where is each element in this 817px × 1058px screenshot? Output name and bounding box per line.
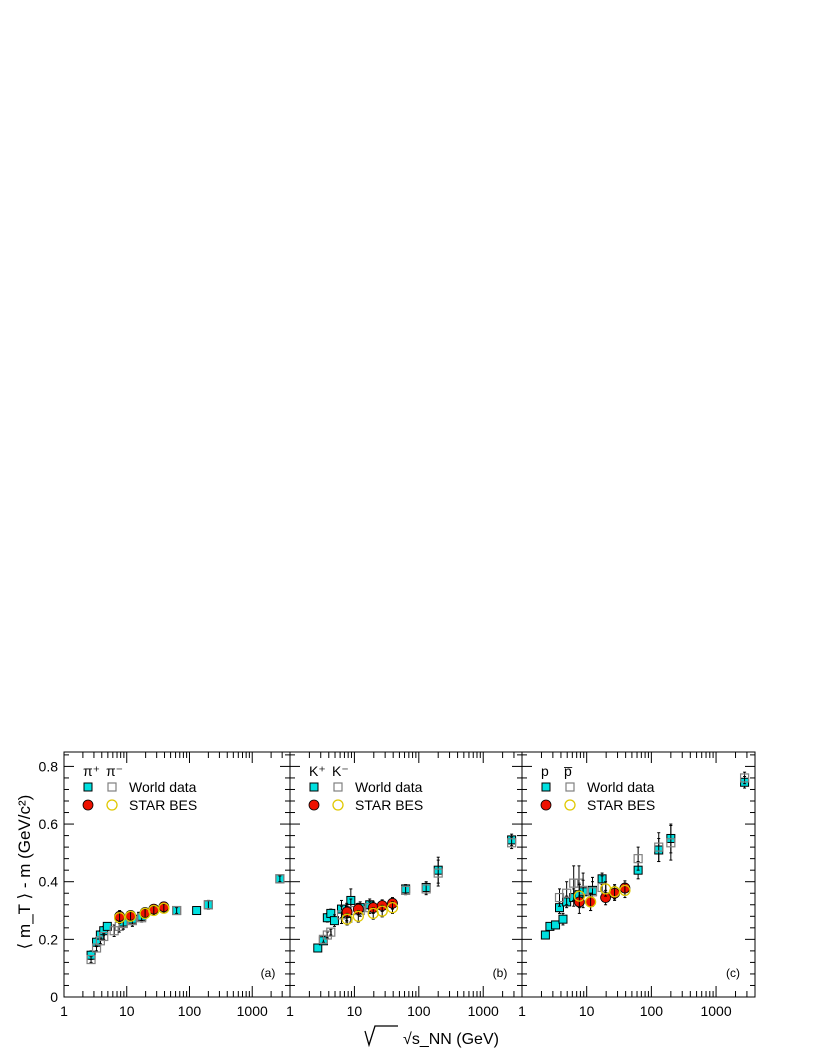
legend-marker-world-neg [565, 782, 575, 792]
legend-marker-star-pos [308, 799, 320, 811]
data-point [326, 927, 336, 937]
x-tick-label: 1 [60, 1003, 68, 1019]
legend-marker-star-pos [82, 799, 94, 811]
data-point [172, 905, 182, 916]
legend-label-star: STAR BES [355, 797, 423, 813]
data-point [666, 838, 676, 848]
legend-marker-world-pos [541, 782, 551, 792]
data-series [540, 771, 750, 940]
data-point [739, 773, 750, 783]
legend-label-world: World data [355, 779, 423, 795]
series-world-pos [313, 833, 517, 953]
x-tick-label: 1000 [700, 1003, 731, 1019]
data-point [113, 912, 126, 924]
data-point [376, 905, 388, 917]
data-series [86, 874, 285, 965]
legend-species-neg: K⁻ [332, 763, 349, 779]
y-tick-label: 0 [50, 989, 58, 1005]
legend-marker-world-pos [309, 782, 319, 792]
legend-marker-star-neg [332, 799, 344, 811]
panels: 1 10 100 1000 0 0.2 0.4 0.6 0.8 π⁺ π⁻ World data STA… [39, 751, 756, 1019]
x-tick-label: 10 [579, 1003, 595, 1019]
x-tick-label: 1 [286, 1003, 294, 1019]
x-tick-label: 1000 [468, 1003, 499, 1019]
data-point [352, 910, 364, 922]
data-point [329, 916, 339, 926]
series-star-neg [113, 902, 170, 924]
legend-species-pos: K⁺ [309, 763, 326, 779]
legend: p p̅ World data STAR BES [540, 763, 655, 813]
data-point [341, 913, 353, 925]
data-point [562, 888, 572, 898]
panel-label: (b) [493, 966, 508, 980]
data-point [569, 878, 579, 888]
legend-label-star: STAR BES [587, 797, 655, 813]
data-point [192, 906, 202, 916]
data-point [558, 914, 568, 924]
y-tick-label: 0.4 [39, 874, 59, 890]
data-point [124, 910, 137, 922]
chart-panel-c: 1 10 100 1000 p p̅ World data STAR BES (c) [518, 751, 756, 1019]
series-star-neg [341, 901, 399, 926]
legend-marker-star-pos [540, 799, 552, 811]
x-axis-label: √s_NN (GeV) [364, 1025, 499, 1048]
data-point [99, 931, 109, 942]
panel-label: (a) [261, 966, 276, 980]
chart-panel-a: 1 10 100 1000 0 0.2 0.4 0.6 0.8 π⁺ π⁻ World data STA… [39, 751, 291, 1019]
data-point [587, 887, 598, 897]
data-point [401, 885, 411, 895]
data-point [86, 954, 96, 965]
legend-label-star: STAR BES [129, 797, 197, 813]
legend-marker-star-neg [564, 799, 576, 811]
data-point [275, 874, 285, 884]
chart-panel-b: 1 10 100 1000 K⁺ K⁻ World data STAR BES (b) [286, 751, 523, 1019]
legend: π⁺ π⁻ World data STAR BES [82, 763, 197, 813]
legend-species-neg: p̅ [563, 763, 573, 779]
data-point [619, 884, 631, 897]
data-point [507, 838, 517, 848]
data-point [158, 902, 170, 914]
series-star-neg [573, 881, 631, 912]
x-tick-label: 10 [119, 1003, 135, 1019]
legend: K⁺ K⁻ World data STAR BES [308, 763, 423, 813]
legend-label-world: World data [587, 779, 655, 795]
legend-marker-star-neg [106, 799, 118, 811]
y-tick-label: 0.8 [39, 758, 59, 774]
legend-marker-world-neg [107, 782, 117, 792]
panel-frame [521, 751, 756, 998]
data-point [584, 896, 597, 908]
data-point [313, 943, 323, 953]
data-point [203, 900, 213, 910]
legend-label-world: World data [129, 779, 197, 795]
panel-label: (c) [726, 966, 740, 980]
series-world-neg [318, 836, 517, 944]
x-axis-label-text: √s_NN (GeV) [403, 1031, 499, 1048]
y-tick-label: 0.6 [39, 816, 59, 832]
legend-species-neg: π⁻ [106, 763, 123, 779]
x-tick-label: 100 [640, 1003, 664, 1019]
data-point [633, 854, 643, 864]
sqrt-symbol [364, 1025, 398, 1048]
data-point [573, 890, 585, 902]
data-point [540, 930, 550, 940]
legend-marker-world-pos [83, 782, 93, 792]
data-point [654, 842, 664, 852]
y-axis-label: ⟨ m_T ⟩ - m (GeV/c²) [15, 795, 34, 950]
legend-marker-world-neg [333, 782, 343, 792]
legend-species-pos: p [541, 763, 549, 779]
x-tick-label: 1 [518, 1003, 526, 1019]
data-point [386, 901, 399, 914]
x-tick-label: 10 [347, 1003, 363, 1019]
data-point [433, 868, 443, 878]
legend-species-pos: π⁺ [83, 763, 100, 779]
data-point [421, 884, 431, 894]
x-tick-label: 100 [178, 1003, 202, 1019]
data-series [313, 833, 517, 953]
y-axis-label-text: ⟨ m_T ⟩ - m (GeV/c²) [15, 795, 34, 950]
x-tick-label: 100 [407, 1003, 431, 1019]
data-point [551, 920, 561, 930]
y-tick-label: 0.2 [39, 931, 59, 947]
x-tick-label: 1000 [237, 1003, 268, 1019]
